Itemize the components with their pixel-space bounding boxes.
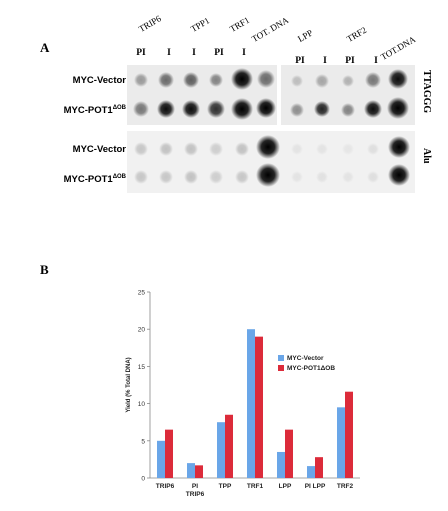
col-header-trf2: TRF2 — [345, 24, 369, 44]
y-tick-label: 10 — [138, 401, 146, 408]
col-header-totdna-1: TOT. DNA — [250, 15, 291, 45]
x-tick-label: TRF1 — [247, 483, 264, 490]
bar-pot1-6 — [345, 391, 353, 478]
col-sub-trip6-pi: PI — [136, 48, 146, 58]
y-tick-label: 15 — [138, 364, 146, 371]
bar-vector-0 — [157, 440, 165, 478]
bar-pot1-4 — [285, 429, 293, 478]
x-tick-label: TRIP6 — [186, 491, 205, 498]
bar-vector-5 — [307, 466, 315, 478]
y-tick-label: 0 — [141, 476, 145, 483]
row-label-pot1-alu: MYC-POT1ΔOB — [63, 174, 126, 186]
col-header-trf1: TRF1 — [228, 14, 252, 35]
x-tick-label: LPP — [279, 483, 292, 490]
bar-pot1-5 — [315, 457, 323, 478]
col-sub-trf2-pi: PI — [345, 56, 355, 66]
bar-pot1-0 — [165, 429, 173, 478]
y-tick-label: 5 — [141, 438, 145, 445]
bar-vector-2 — [217, 422, 225, 478]
legend-label-1: MYC-POT1ΔOB — [287, 365, 335, 372]
col-sub-trf2-i: I — [374, 56, 378, 66]
col-sub-tpp1-i: I — [192, 48, 196, 58]
bar-pot1-2 — [225, 414, 233, 478]
col-header-trip6: TRIP6 — [137, 13, 163, 35]
probe-label-ttaggg: TTAGGG — [421, 70, 432, 114]
bar-pot1-3 — [255, 336, 263, 478]
x-tick-label: TRF2 — [337, 483, 354, 490]
legend-swatch-1 — [278, 365, 284, 371]
bar-vector-3 — [247, 329, 255, 478]
chart-bars — [157, 329, 353, 478]
x-tick-label: PI LPP — [305, 483, 326, 490]
legend-label-0: MYC-Vector — [287, 355, 324, 362]
bar-vector-6 — [337, 407, 345, 478]
col-sub-lpp-pi: PI — [295, 56, 305, 66]
col-header-tpp1: TPP1 — [189, 15, 212, 35]
y-tick-label: 25 — [138, 290, 146, 297]
y-axis-label: Yield (% Total DNA) — [126, 357, 132, 412]
col-sub-tpp1-pi: PI — [214, 48, 224, 58]
panel-a-letter: A — [40, 40, 50, 55]
dots-alu-pot1 — [134, 163, 410, 187]
dot-blot-image — [127, 65, 415, 193]
y-tick-label: 20 — [138, 327, 146, 334]
x-tick-label: TPP — [219, 483, 232, 490]
chart-legend: MYC-Vector MYC-POT1ΔOB — [278, 355, 335, 372]
dots-ttaggg-pot1 — [133, 97, 409, 120]
row-label-vector-ttaggg: MYC-Vector — [72, 75, 126, 86]
bar-pot1-1 — [195, 465, 203, 478]
row-label-vector-alu: MYC-Vector — [72, 144, 126, 155]
x-tick-label: TRIP6 — [156, 483, 175, 490]
row-label-pot1-ttaggg: MYC-POT1ΔOB — [63, 105, 126, 117]
dots-alu-vector — [134, 135, 410, 159]
col-header-lpp: LPP — [296, 27, 315, 44]
panel-b-letter: B — [40, 262, 49, 277]
legend-swatch-0 — [278, 355, 284, 361]
membrane-ttaggg-left — [127, 65, 277, 125]
probe-label-alu: Alu — [421, 148, 432, 164]
bar-vector-4 — [277, 451, 285, 478]
col-sub-trf1-i: I — [242, 48, 246, 58]
col-sub-lpp-i: I — [323, 56, 327, 66]
col-sub-trip6-i: I — [167, 48, 171, 58]
x-tick-label: PI — [192, 483, 198, 490]
dots-ttaggg-vector — [134, 68, 408, 90]
bar-vector-1 — [187, 463, 195, 478]
